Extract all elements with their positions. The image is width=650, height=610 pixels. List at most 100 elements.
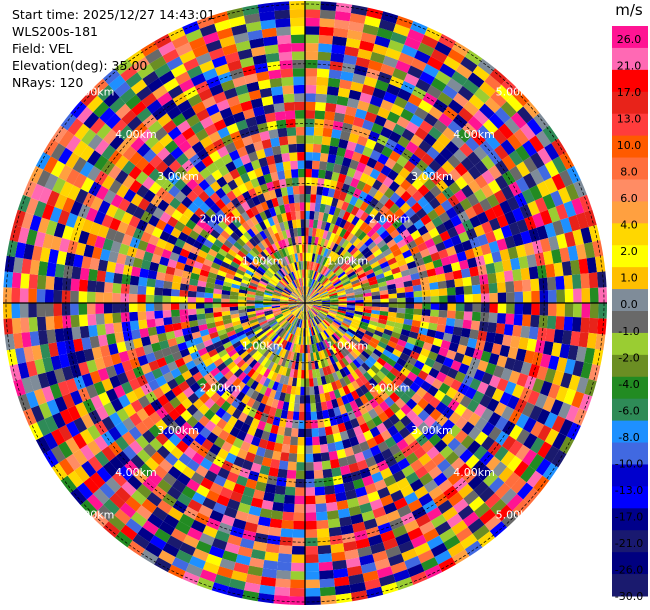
velocity-gate (387, 553, 405, 567)
velocity-gate (246, 308, 256, 313)
velocity-gate (192, 356, 204, 366)
velocity-gate (480, 303, 490, 313)
velocity-gate (344, 287, 354, 293)
velocity-gate (305, 303, 310, 311)
velocity-gate (245, 478, 258, 490)
velocity-gate (278, 280, 287, 288)
velocity-gate (472, 65, 490, 82)
velocity-gate (311, 261, 316, 271)
velocity-gate (278, 544, 293, 555)
velocity-gate (71, 266, 82, 280)
velocity-gate (233, 355, 243, 365)
velocity-gate (312, 453, 322, 463)
velocity-gate (298, 303, 305, 309)
velocity-gate (328, 290, 337, 296)
velocity-gate (346, 167, 357, 178)
velocity-gate (300, 336, 304, 345)
velocity-gate (250, 215, 259, 226)
velocity-gate (396, 477, 410, 490)
velocity-gate (81, 460, 97, 478)
velocity-gate (262, 404, 272, 415)
velocity-gate (298, 278, 302, 287)
velocity-gate (323, 477, 334, 487)
velocity-gate (366, 437, 378, 449)
velocity-gate (219, 35, 236, 48)
velocity-gate (115, 169, 129, 185)
velocity-gate (349, 235, 358, 245)
velocity-gate (255, 292, 264, 297)
velocity-gate (246, 296, 255, 301)
velocity-gate (351, 443, 363, 455)
velocity-gate (359, 554, 375, 566)
velocity-gate (386, 320, 396, 327)
velocity-gate (297, 303, 305, 307)
velocity-gate (389, 203, 400, 215)
velocity-gate (271, 145, 282, 156)
velocity-gate (315, 503, 327, 513)
velocity-gate (113, 207, 126, 222)
velocity-gate (529, 405, 543, 422)
velocity-gate (311, 293, 320, 299)
velocity-gate (220, 514, 236, 527)
velocity-gate (240, 211, 251, 222)
velocity-gate (316, 68, 330, 78)
velocity-gate (378, 390, 390, 401)
velocity-gate (268, 244, 276, 254)
velocity-gate (255, 446, 266, 457)
velocity-gate (116, 184, 130, 199)
velocity-gate (17, 362, 30, 379)
velocity-gate (94, 357, 106, 371)
velocity-gate (301, 295, 305, 303)
velocity-gate (460, 533, 478, 550)
velocity-gate (350, 4, 368, 16)
velocity-gate (265, 350, 274, 360)
velocity-gate (73, 338, 84, 352)
velocity-gate (213, 357, 224, 368)
velocity-gate (291, 377, 298, 387)
velocity-gate (315, 511, 328, 521)
velocity-gate (99, 248, 111, 262)
velocity-gate (550, 399, 564, 416)
velocity-gate (114, 155, 129, 170)
velocity-gate (250, 417, 260, 429)
velocity-gate (522, 303, 532, 315)
velocity-gate (420, 380, 432, 392)
velocity-gate (291, 281, 297, 289)
velocity-gate (299, 296, 305, 303)
velocity-gate (479, 103, 495, 120)
velocity-gate (218, 429, 230, 442)
velocity-gate (254, 373, 264, 383)
velocity-gate (287, 220, 294, 230)
velocity-gate (358, 243, 368, 253)
velocity-gate (29, 374, 42, 392)
velocity-gate (336, 350, 345, 360)
velocity-gate (366, 7, 384, 20)
velocity-gate (106, 333, 117, 345)
velocity-gate (332, 253, 340, 263)
velocity-gate (130, 490, 147, 506)
velocity-gate (209, 229, 221, 239)
velocity-gate (205, 387, 217, 398)
velocity-gate (273, 335, 281, 344)
velocity-gate (341, 250, 350, 260)
velocity-gate (114, 81, 131, 98)
velocity-gate (305, 299, 313, 303)
velocity-gate (226, 95, 241, 108)
velocity-gate (241, 459, 254, 471)
velocity-gate (290, 428, 299, 438)
velocity-gate (441, 432, 455, 446)
velocity-gate (283, 101, 295, 112)
velocity-gate (87, 313, 97, 326)
velocity-gate (153, 465, 168, 480)
velocity-gate (255, 232, 264, 242)
velocity-gate (559, 169, 574, 187)
velocity-gate (318, 367, 325, 377)
colorbar-tick-label: -6.0 (618, 404, 639, 417)
velocity-gate (145, 294, 155, 303)
velocity-gate (377, 71, 393, 84)
velocity-gate (319, 311, 327, 317)
velocity-gate (256, 175, 267, 186)
velocity-gate (279, 221, 286, 232)
velocity-gate (320, 349, 327, 359)
velocity-gate (230, 352, 240, 362)
